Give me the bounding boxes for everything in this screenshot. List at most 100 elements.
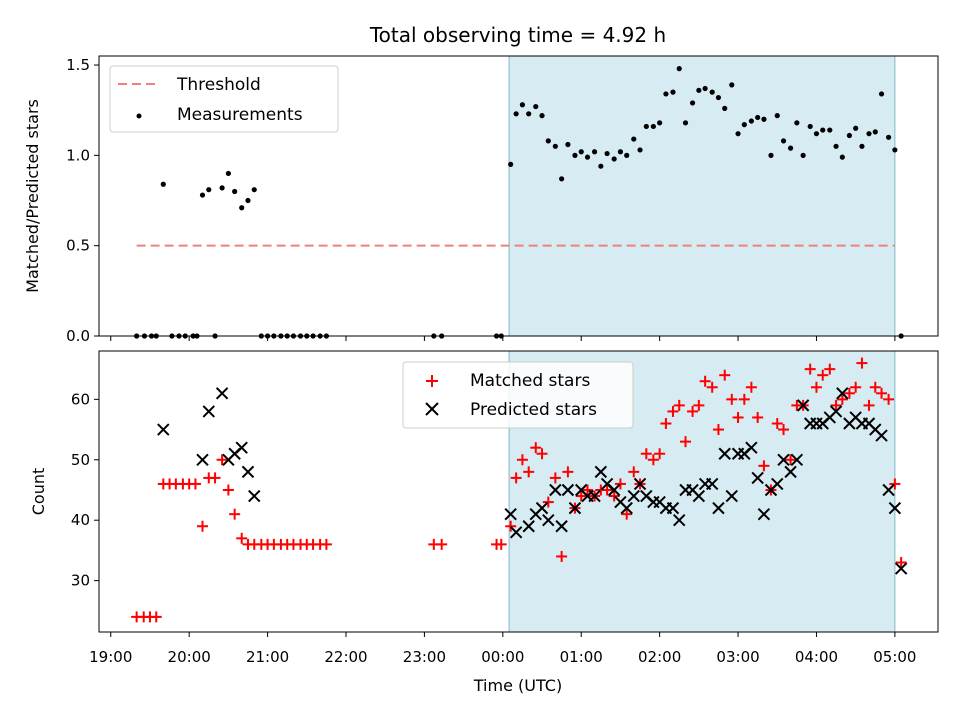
- matched-star-point-61: [680, 436, 692, 448]
- predicted-star-point-0: [157, 423, 170, 436]
- bottom-y-tick-label-3: 60: [71, 390, 90, 408]
- measurement-point-47: [591, 149, 598, 155]
- measurement-point-90: [872, 129, 878, 135]
- x-tick-label-1: 20:00: [168, 648, 211, 666]
- matched-star-points: [131, 357, 907, 623]
- top-y-tick-label-3: 1.5: [66, 56, 90, 74]
- measurement-point-86: [846, 132, 852, 139]
- matched-star-point-35: [510, 472, 522, 484]
- matched-star-point-72: [752, 411, 764, 423]
- measurement-point-14: [225, 170, 231, 177]
- predicted-star-point-42: [725, 489, 738, 503]
- measurement-point-85: [839, 154, 845, 160]
- top-y-axis-label: Matched/Predicted stars: [23, 99, 42, 293]
- measurement-point-41: [552, 143, 558, 149]
- matched-star-point-93: [889, 478, 901, 490]
- measurement-point-13: [219, 185, 225, 191]
- measurement-point-36: [519, 102, 526, 108]
- measurement-point-15: [232, 188, 238, 195]
- predicted-star-point-6: [235, 441, 248, 454]
- matched-star-point-52: [621, 508, 633, 520]
- measurement-point-67: [722, 105, 728, 111]
- top-y-ticks: 0.0 0.5 1.0 1.5: [66, 56, 99, 345]
- matched-star-point-88: [856, 357, 868, 369]
- figure-title: Total observing time = 4.92 h: [369, 23, 666, 47]
- measurement-point-38: [533, 103, 539, 110]
- predicted-star-point-15: [549, 483, 562, 497]
- measurement-point-88: [859, 143, 865, 149]
- matched-star-point-36: [516, 454, 528, 466]
- matched-star-point-64: [699, 375, 711, 387]
- measurement-point-4: [160, 181, 166, 187]
- bottom-y-tick-label-0: 30: [71, 572, 90, 590]
- matched-star-point-29: [320, 538, 332, 550]
- bottom-legend: Matched stars Predicted stars: [402, 361, 634, 429]
- matched-star-point-71: [745, 381, 757, 393]
- x-tick-label-5: 00:00: [481, 648, 524, 666]
- predicted-star-point-2: [202, 405, 215, 418]
- measurement-point-42: [559, 176, 565, 182]
- predicted-star-point-37: [692, 489, 706, 503]
- predicted-star-point-9: [504, 507, 517, 521]
- measurement-point-92: [886, 134, 892, 140]
- measurement-point-72: [755, 114, 761, 121]
- matched-star-point-10: [197, 520, 209, 532]
- measurement-point-50: [611, 156, 617, 162]
- measurement-point-91: [878, 91, 885, 97]
- matched-star-point-77: [785, 454, 797, 466]
- predicted-star-point-1: [196, 453, 209, 466]
- predicted-star-point-8: [248, 489, 261, 503]
- measurement-point-40: [545, 138, 551, 144]
- measurement-point-73: [761, 116, 767, 122]
- matched-star-point-56: [647, 454, 659, 466]
- matched-star-point-70: [738, 393, 750, 405]
- count-panel: 30 40 50 60 19:00 20:00 21:00 22:00 23:00 00:00 0…: [29, 350, 939, 695]
- matched-star-point-62: [687, 405, 699, 417]
- predicted-star-point-13: [535, 501, 549, 515]
- measurements-legend-label: Measurements: [177, 105, 303, 125]
- measurement-point-80: [807, 123, 813, 130]
- measurement-points: [134, 66, 904, 339]
- matched-star-point-57: [654, 448, 666, 460]
- x-tick-label-8: 03:00: [716, 648, 759, 666]
- bottom-y-axis-label: Count: [29, 468, 48, 516]
- matched-star-point-37: [523, 466, 535, 478]
- predicted-star-point-10: [509, 526, 523, 539]
- measurement-point-16: [239, 205, 245, 211]
- matched-star-point-65: [706, 381, 718, 393]
- measurement-point-44: [572, 152, 578, 158]
- matched-star-point-34: [505, 520, 517, 532]
- x-tick-label-9: 04:00: [795, 648, 838, 666]
- measurement-point-46: [584, 154, 591, 160]
- predicted-star-point-34: [673, 513, 686, 527]
- bottom-y-tick-label-1: 40: [71, 511, 90, 529]
- matched-star-point-13: [216, 454, 228, 466]
- measurement-point-83: [827, 127, 833, 133]
- matched-star-point-92: [883, 393, 895, 405]
- top-y-tick-label-2: 1.0: [66, 146, 90, 164]
- matched-star-point-73: [758, 460, 770, 472]
- matched-star-point-33: [495, 538, 507, 550]
- measurement-point-75: [774, 113, 780, 119]
- measurement-point-70: [741, 122, 747, 128]
- x-tick-label-3: 22:00: [324, 648, 367, 666]
- measurement-point-79: [800, 152, 806, 158]
- bottom-y-tick-label-2: 50: [71, 451, 90, 469]
- predicted-star-point-51: [784, 465, 797, 479]
- matched-star-point-94: [895, 557, 907, 569]
- matched-star-point-45: [575, 490, 587, 502]
- measurement-point-52: [624, 152, 630, 158]
- predicted-star-point-52: [790, 453, 804, 466]
- predicted-star-point-11: [522, 520, 535, 533]
- predicted-star-point-40: [712, 501, 725, 515]
- measurement-point-49: [604, 150, 610, 157]
- bottom-panel-frame: [98, 350, 939, 633]
- top-observing-window-shade: [508, 55, 896, 337]
- matched-star-point-89: [863, 399, 875, 411]
- predicted-star-point-59: [836, 387, 849, 400]
- predicted-star-point-49: [771, 477, 784, 491]
- matched-star-point-9: [189, 478, 201, 490]
- measurement-point-56: [650, 123, 656, 130]
- matched-star-point-66: [712, 424, 724, 436]
- predicted-star-point-18: [568, 501, 582, 515]
